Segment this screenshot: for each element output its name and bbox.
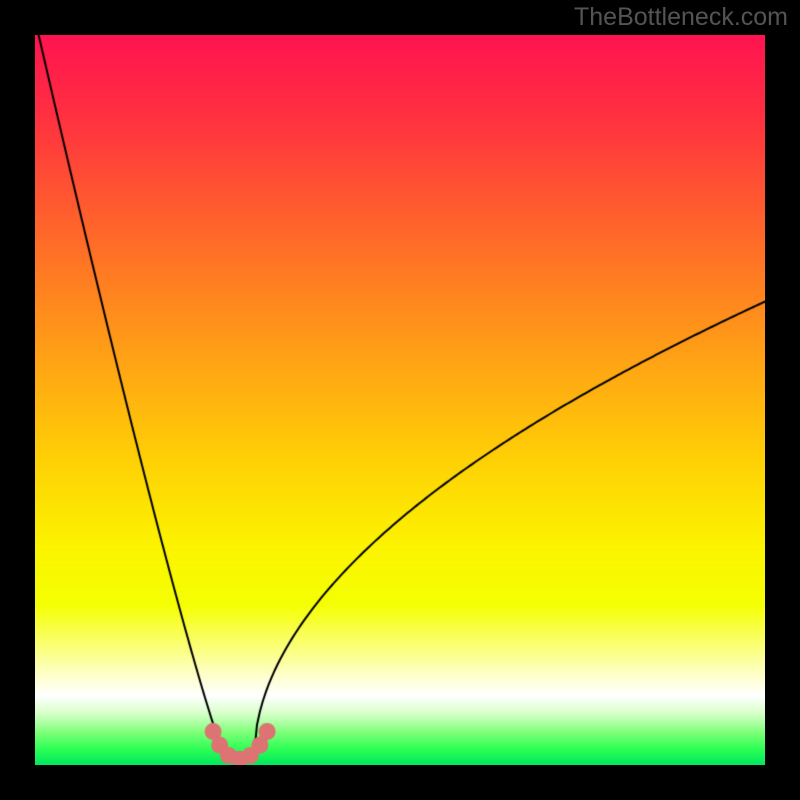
plot-canvas bbox=[35, 35, 765, 765]
watermark-text: TheBottleneck.com bbox=[574, 3, 788, 32]
